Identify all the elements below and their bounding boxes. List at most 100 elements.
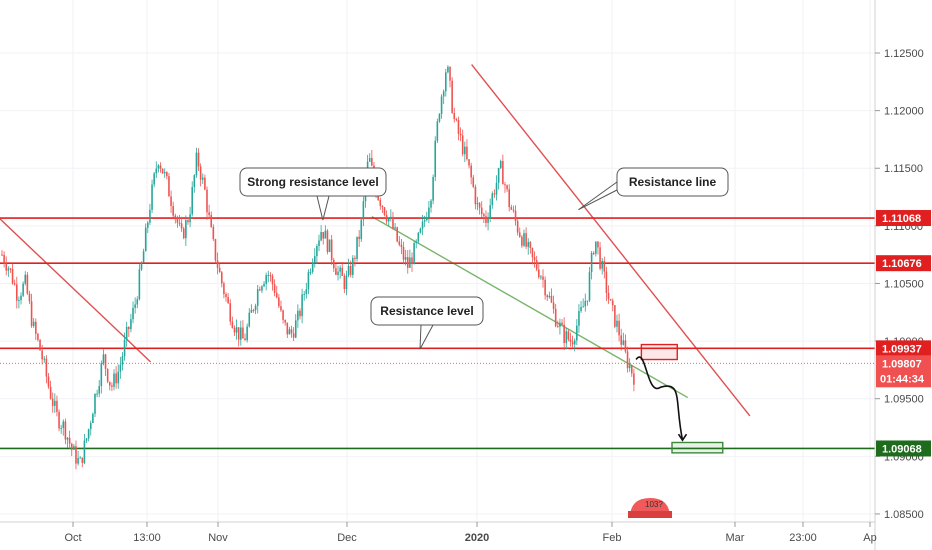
x-tick-label: Nov	[208, 532, 228, 544]
candle-body	[318, 240, 320, 246]
x-tick-label: Ap	[863, 532, 876, 544]
horizontal-levels	[0, 217, 875, 450]
candle-body	[62, 421, 65, 428]
candle-body	[445, 72, 447, 92]
target-box[interactable]	[671, 441, 724, 454]
candle-body	[362, 201, 365, 220]
candle-body	[392, 216, 394, 229]
candle-body	[288, 329, 291, 335]
candle-body	[360, 219, 363, 240]
candle-body	[267, 274, 270, 276]
callout-0[interactable]: Strong resistance level	[239, 167, 387, 221]
candle-body	[546, 295, 549, 298]
entry-box[interactable]	[640, 343, 678, 361]
candle-body	[132, 307, 134, 320]
candle-body	[102, 354, 105, 364]
candle-body	[527, 241, 530, 247]
candle-body	[297, 310, 299, 321]
candle-body	[79, 457, 81, 459]
candle-body	[214, 239, 217, 261]
candle-body	[237, 327, 240, 340]
candle-body	[487, 218, 489, 223]
candle-body	[518, 232, 521, 237]
candle-body	[453, 112, 456, 120]
candle-body	[22, 283, 24, 296]
candle-body	[142, 251, 145, 263]
candle-body	[85, 438, 88, 441]
candle-body	[163, 172, 166, 174]
candle-body	[134, 304, 136, 308]
y-tick-label: 1.12500	[884, 48, 924, 60]
candle-body	[544, 279, 546, 296]
callout-box	[370, 296, 484, 326]
trend-line-green-diagonal-support[interactable]	[371, 216, 689, 399]
candle-body	[421, 221, 424, 229]
trend-line-red-downtrend-left[interactable]	[0, 218, 151, 363]
candle-body	[390, 216, 392, 219]
candle-body	[168, 176, 170, 197]
candle-body	[590, 252, 593, 273]
tradingview-logo: 103?	[628, 498, 672, 518]
candle-body	[259, 289, 261, 291]
candle-body	[292, 333, 295, 338]
candle-body	[586, 300, 589, 302]
callouts: Strong resistance level Resistance line Re…	[239, 167, 729, 350]
candle-body	[155, 168, 158, 174]
candle-body	[248, 312, 251, 327]
candle-body	[197, 152, 200, 167]
x-axis[interactable]: Oct 13:00 Nov Dec 2020 Feb Mar 23:00 Ap	[64, 522, 877, 544]
candle-body	[108, 381, 111, 386]
candle-body	[299, 310, 301, 317]
candle-body	[269, 274, 272, 276]
candle-body	[326, 230, 329, 252]
candle-body	[208, 212, 210, 216]
candle-body	[174, 215, 177, 218]
candle-body	[45, 358, 48, 377]
candle-body	[172, 205, 174, 216]
candle-body	[39, 339, 41, 351]
candle-body	[24, 274, 27, 284]
candle-body	[339, 267, 341, 272]
candle-body	[187, 220, 189, 223]
candle-body	[472, 177, 475, 187]
projection-arrowhead	[677, 433, 688, 442]
candle-body	[601, 260, 603, 269]
candle-body	[113, 373, 115, 387]
level-badge	[876, 340, 931, 357]
candle-body	[115, 373, 117, 384]
candle-body	[512, 209, 515, 211]
candle-body	[316, 245, 318, 257]
candle-body	[159, 165, 162, 169]
candle-body	[561, 322, 563, 325]
candle-body	[41, 350, 43, 360]
callout-2[interactable]: Resistance level	[370, 296, 484, 350]
candle-body	[225, 294, 227, 298]
candle-body	[47, 376, 50, 387]
candle-body	[398, 241, 401, 245]
callout-1[interactable]: Resistance line	[578, 167, 729, 211]
trend-line-red-downtrend-right[interactable]	[471, 64, 751, 417]
candle-body	[402, 247, 405, 260]
candle-body	[119, 364, 122, 372]
candle-body	[254, 305, 257, 311]
level-badge	[876, 255, 931, 272]
candle-body	[580, 307, 582, 312]
candle-body	[354, 257, 356, 260]
candle-body	[199, 166, 202, 180]
candle-body	[231, 321, 234, 328]
candle-body	[290, 329, 293, 334]
candle-body	[533, 257, 536, 261]
candle-body	[9, 268, 12, 270]
candle-body	[614, 305, 616, 327]
y-tick-label: 1.11500	[884, 163, 923, 175]
candle-body	[554, 308, 557, 327]
candle-body	[58, 411, 60, 429]
projection-path[interactable]	[635, 356, 684, 441]
candle-body	[584, 301, 587, 307]
candle-body	[147, 222, 149, 228]
candle-body	[349, 265, 352, 275]
candle-body	[578, 311, 580, 326]
candle-body	[166, 172, 168, 177]
candle-body	[377, 196, 379, 200]
